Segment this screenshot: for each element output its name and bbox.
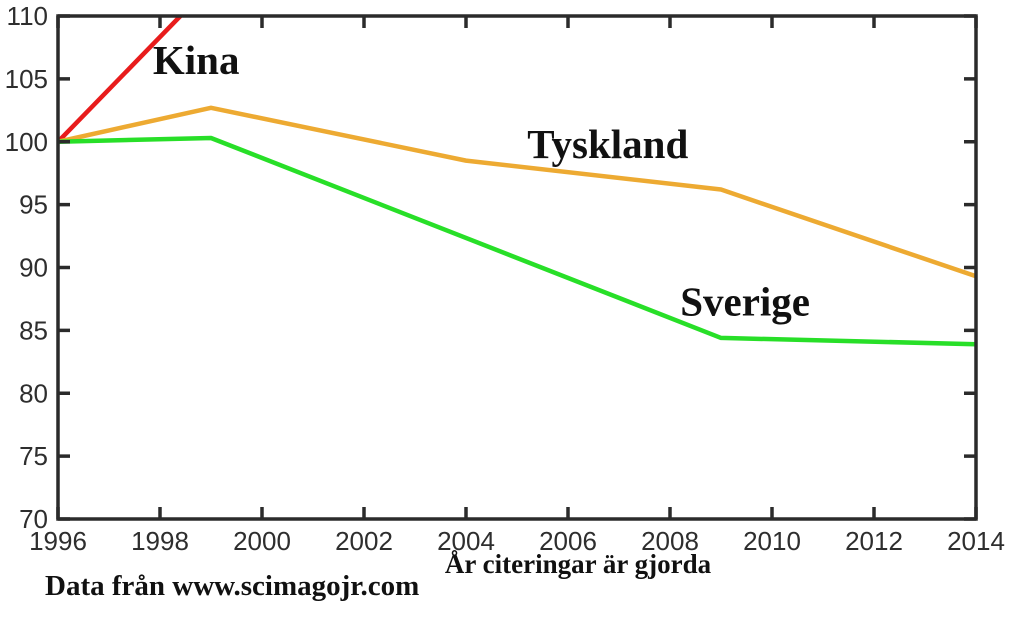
series-label-tyskland: Tyskland <box>527 121 688 167</box>
y-tick-label: 70 <box>19 504 48 534</box>
y-tick-label: 95 <box>19 190 48 220</box>
x-tick-label: 2008 <box>641 526 699 556</box>
y-tick-label: 105 <box>5 64 48 94</box>
y-tick-label: 85 <box>19 315 48 345</box>
x-tick-label: 2004 <box>437 526 495 556</box>
series-label-sverige: Sverige <box>680 278 810 324</box>
x-tick-label: 1996 <box>29 526 87 556</box>
x-axis-label: År citeringar är gjorda <box>444 549 712 579</box>
series-label-kina: Kina <box>153 37 240 83</box>
data-source-caption: Data från www.scimagojr.com <box>45 570 420 602</box>
y-tick-label: 90 <box>19 253 48 283</box>
y-tick-label: 100 <box>5 127 48 157</box>
axes-box <box>56 14 978 521</box>
x-tick-label: 2014 <box>947 526 1005 556</box>
x-tick-label: 2006 <box>539 526 597 556</box>
series-line-tyskland <box>57 105 977 279</box>
x-tick-label: 2000 <box>233 526 291 556</box>
x-tick-label: 1998 <box>131 526 189 556</box>
series-line-kina <box>56 14 183 144</box>
y-tick-label: 80 <box>19 378 48 408</box>
series-line-sverige <box>57 135 977 347</box>
y-tick-label: 110 <box>7 1 48 31</box>
x-tick-label: 2012 <box>845 526 903 556</box>
y-tick-label: 75 <box>19 441 48 471</box>
x-tick-label: 2010 <box>743 526 801 556</box>
x-tick-label: 2002 <box>335 526 393 556</box>
